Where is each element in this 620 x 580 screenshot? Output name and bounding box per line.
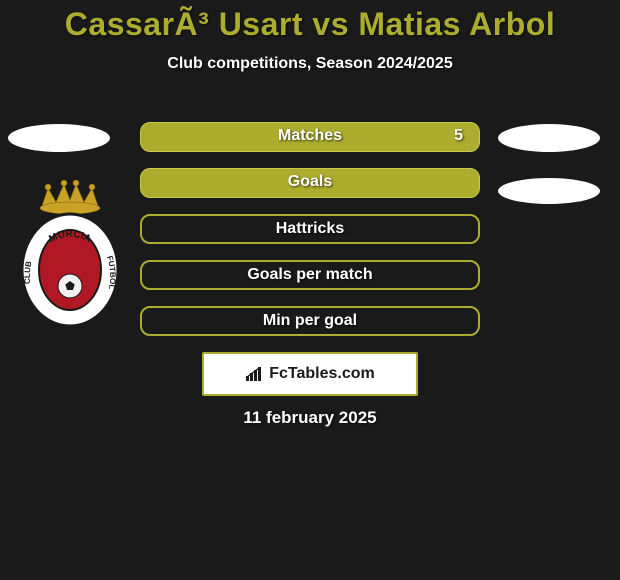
bars-icon — [245, 367, 265, 381]
stat-bar: Matches 5 — [140, 122, 480, 154]
page-title: CassarÃ³ Usart vs Matias Arbol — [0, 6, 620, 43]
stat-bar: Hattricks — [140, 214, 480, 246]
stat-label: Hattricks — [142, 220, 478, 238]
subtitle: Club competitions, Season 2024/2025 — [0, 55, 620, 73]
club-crest: MURCIA CLUB FUTBOL — [20, 178, 120, 328]
player2-marker — [498, 178, 600, 204]
stat-label: Min per goal — [142, 312, 478, 330]
crest-icon: MURCIA CLUB FUTBOL — [20, 178, 120, 328]
stat-bar-outline: Hattricks — [140, 214, 480, 244]
stat-value-left: 5 — [454, 127, 463, 145]
attribution-badge: FcTables.com — [202, 352, 418, 396]
stat-label: Goals per match — [142, 266, 478, 284]
comparison-card: CassarÃ³ Usart vs Matias Arbol Club comp… — [0, 0, 620, 440]
stat-bar: Goals — [140, 168, 480, 200]
attribution-text: FcTables.com — [269, 365, 375, 383]
stat-bar-outline: Goals per match — [140, 260, 480, 290]
stat-bar-fill: Goals — [140, 168, 480, 198]
player1-marker — [8, 124, 110, 152]
stat-bar-fill: Matches 5 — [140, 122, 480, 152]
stat-row: Matches 5 — [0, 122, 620, 154]
player2-marker — [498, 124, 600, 152]
stat-label: Matches — [141, 127, 479, 145]
stat-bar: Goals per match — [140, 260, 480, 292]
stat-label: Goals — [141, 173, 479, 191]
stat-bar: Min per goal — [140, 306, 480, 338]
date-label: 11 february 2025 — [0, 408, 620, 428]
stat-bar-outline: Min per goal — [140, 306, 480, 336]
